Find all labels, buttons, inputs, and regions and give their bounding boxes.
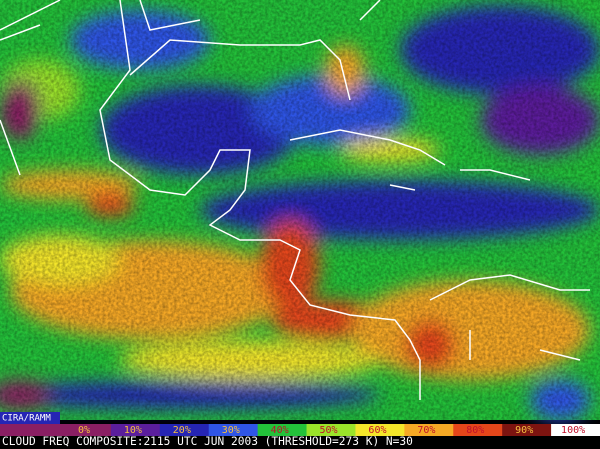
cloud-field [0,0,600,420]
legend-swatch [355,424,405,436]
legend-swatch [502,424,552,436]
credit: CIRA/RAMM [2,414,51,424]
legend-label: 0% [78,425,90,436]
legend-label: 20% [173,425,191,436]
legend-swatch [62,424,112,436]
legend-label: 60% [368,425,386,436]
legend-swatch [306,424,356,436]
caption-background [0,436,600,449]
coastlines [0,0,590,400]
legend: 0% 10% 20% 30% 40% 50% 60% 70% 80% 90% 100% [0,424,600,436]
legend-swatch [159,424,210,436]
legend-label: 40% [271,425,289,436]
legend-label: 90% [515,425,533,436]
caption: CLOUD FREQ COMPOSITE:2115 UTC JUN 2003 (… [2,435,413,448]
legend-label: 10% [124,425,142,436]
legend-strip [0,424,62,436]
legend-label: 30% [222,425,240,436]
legend-label: 50% [320,425,338,436]
legend-swatch [110,424,161,436]
legend-swatch [453,424,503,436]
credit-background [0,412,60,424]
legend-label: 100% [561,425,585,436]
legend-swatch [551,424,600,436]
legend-swatch [208,424,259,436]
legend-swatch [257,424,308,436]
legend-swatch [404,424,454,436]
legend-label: 70% [417,425,435,436]
legend-label: 80% [466,425,484,436]
